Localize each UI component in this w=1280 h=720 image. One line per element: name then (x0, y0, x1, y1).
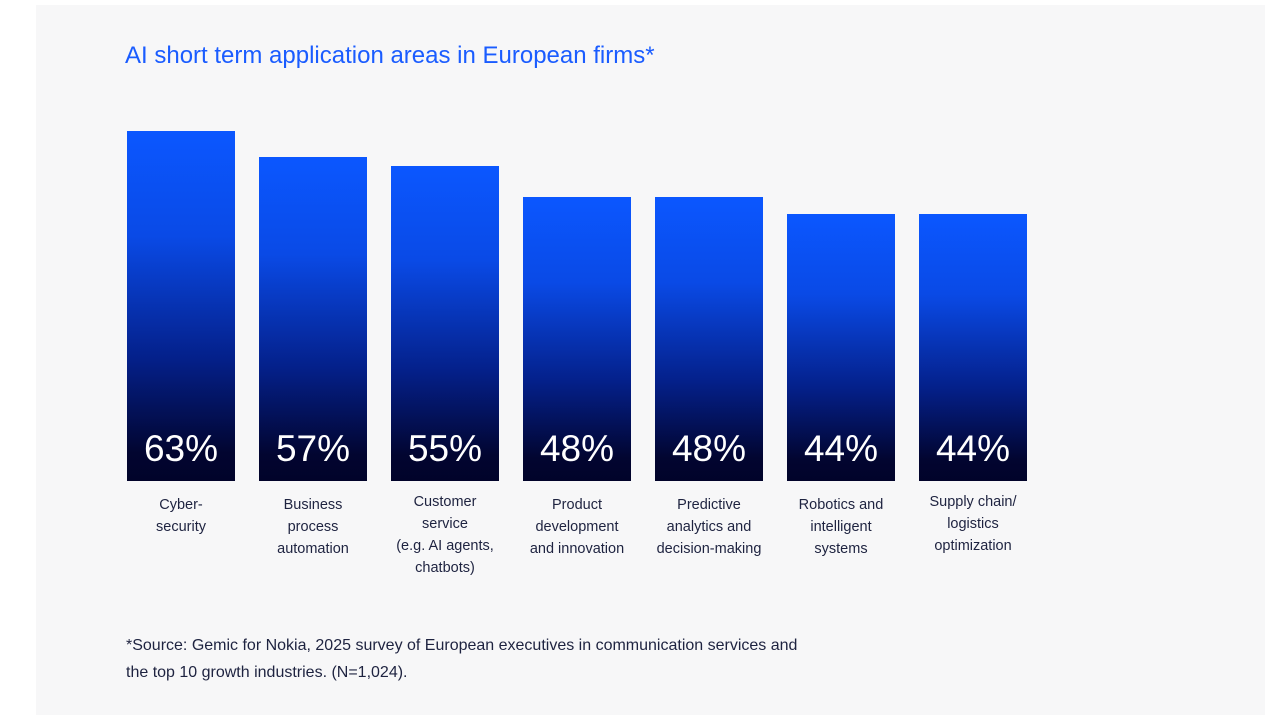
category-label: Product development and innovation (529, 497, 625, 557)
category-label: Predictive analytics and decision-making (656, 497, 762, 557)
category-label: Robotics and intelligent systems (798, 497, 884, 557)
bar (127, 130, 235, 481)
category-label: Cyber- security (156, 497, 206, 535)
bar (523, 196, 631, 481)
bar (919, 214, 1027, 481)
source-footnote: *Source: Gemic for Nokia, 2025 survey of… (126, 637, 798, 681)
bar-value-label: 48% (671, 428, 747, 469)
chart-card (36, 5, 1265, 715)
chart-title: AI short term application areas in Europ… (125, 42, 655, 69)
category-label: Supply chain/ logistics optimization (929, 494, 1017, 554)
bar-value-label: 48% (539, 428, 615, 469)
bar-value-label: 57% (275, 428, 351, 469)
bar (787, 214, 895, 481)
bar (391, 165, 499, 481)
category-label: Customer service (e.g. AI agents, chatbo… (396, 494, 494, 576)
bar-value-label: 44% (935, 428, 1011, 469)
bar (259, 157, 367, 481)
bar-value-label: 44% (803, 428, 879, 469)
bar-value-label: 55% (407, 428, 483, 469)
category-label: Business process automation (277, 497, 349, 557)
bar-value-label: 63% (143, 428, 219, 469)
bar (655, 196, 763, 481)
